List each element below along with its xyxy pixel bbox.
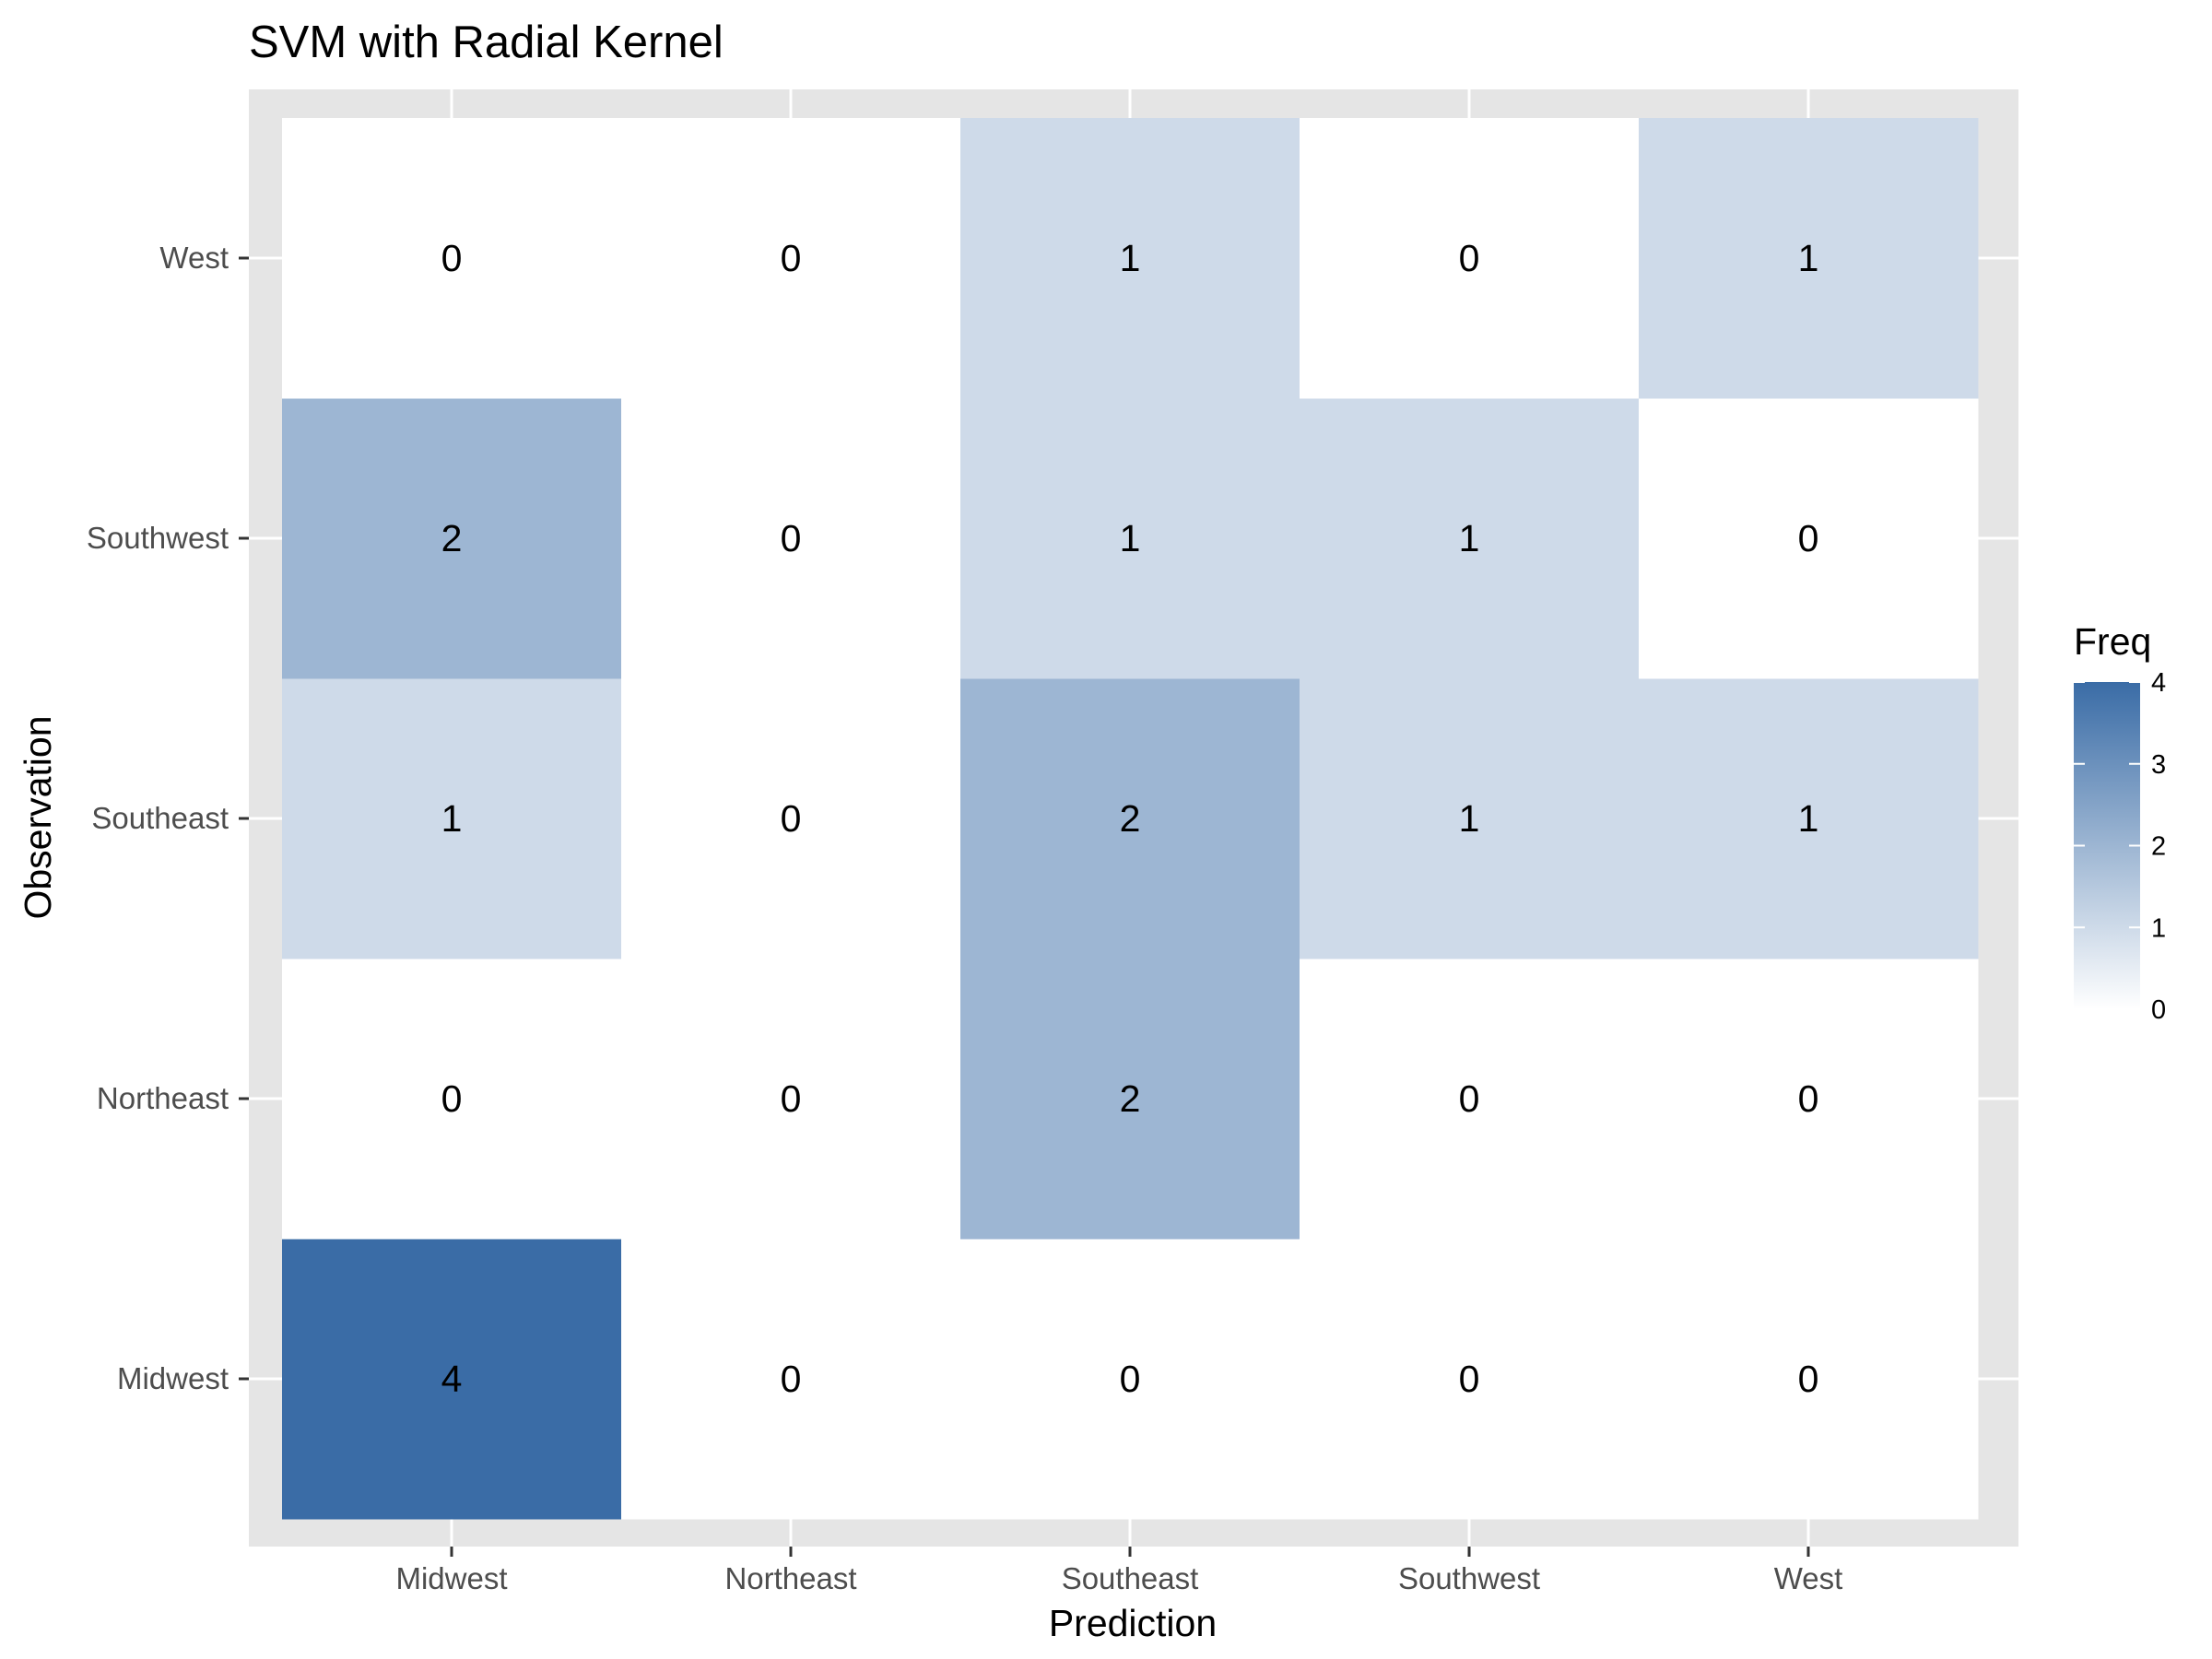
cell-value-label: 4: [441, 1358, 463, 1400]
cell-value-label: 0: [781, 1077, 802, 1120]
cell-value-label: 1: [1798, 237, 1819, 279]
cell-value-label: 1: [1459, 517, 1480, 559]
heatmap-cell: [1639, 1239, 1979, 1520]
y-tick-label: Southwest: [87, 521, 229, 555]
heatmap-cell: [1300, 959, 1640, 1240]
heatmap-cell: [282, 959, 622, 1240]
chart-title: SVM with Radial Kernel: [249, 18, 724, 67]
cell-value-label: 0: [1798, 1358, 1819, 1400]
heatmap-cell: [621, 398, 961, 679]
y-axis: Midwest Northeast Southeast Southwest West: [87, 241, 249, 1395]
heatmap-cell: [282, 1239, 622, 1520]
heatmap-cell: [282, 398, 622, 679]
y-axis-title: Observation: [17, 715, 59, 919]
y-tick-label: Midwest: [117, 1361, 229, 1395]
y-tick-label: Southeast: [91, 801, 229, 835]
legend-tick-label: 3: [2151, 750, 2166, 780]
legend: Freq 0 1 2 3 4: [2074, 620, 2166, 1025]
x-axis-title: Prediction: [1049, 1602, 1217, 1644]
legend-ticks: 0 1 2 3 4: [2074, 668, 2166, 1025]
heatmap-cell: [1300, 1239, 1640, 1520]
cell-value-label: 0: [781, 517, 802, 559]
heatmap-cell: [960, 1239, 1300, 1520]
cell-value-label: 0: [441, 1077, 463, 1120]
cell-value-label: 1: [1459, 797, 1480, 840]
y-tick-label: Northeast: [97, 1081, 229, 1115]
heatmap-cell: [621, 959, 961, 1240]
legend-title: Freq: [2074, 620, 2151, 663]
heatmap-cell: [1639, 398, 1979, 679]
x-axis: Midwest Northeast Southeast Southwest West: [395, 1547, 1842, 1595]
heatmap-cell: [960, 118, 1300, 399]
heatmap-cell: [960, 398, 1300, 679]
cell-value-label: 0: [441, 237, 463, 279]
cell-value-label: 1: [1798, 797, 1819, 840]
cell-value-label: 1: [1120, 517, 1141, 559]
heatmap-cell: [1300, 118, 1640, 399]
cell-value-label: 1: [1120, 237, 1141, 279]
x-tick-label: Southeast: [1062, 1561, 1199, 1595]
cell-value-label: 0: [1459, 1358, 1480, 1400]
x-tick-label: Midwest: [395, 1561, 507, 1595]
heatmap-cell: [1300, 678, 1640, 959]
cell-value-label: 2: [1120, 797, 1141, 840]
x-tick-label: West: [1774, 1561, 1843, 1595]
heatmap-cell: [621, 118, 961, 399]
legend-tick-label: 4: [2151, 668, 2166, 698]
x-tick-label: Southwest: [1398, 1561, 1540, 1595]
legend-tick-label: 2: [2151, 832, 2166, 862]
heatmap-cell: [282, 118, 622, 399]
heatmap-cell: [621, 678, 961, 959]
cell-value-label: 0: [1798, 1077, 1819, 1120]
cell-value-label: 1: [441, 797, 463, 840]
heatmap-cell: [1639, 959, 1979, 1240]
heatmap-cell: [1639, 118, 1979, 399]
cell-value-label: 0: [781, 237, 802, 279]
cell-value-label: 0: [1120, 1358, 1141, 1400]
heatmap-cell: [282, 678, 622, 959]
cell-value-label: 0: [1798, 517, 1819, 559]
x-tick-label: Northeast: [724, 1561, 856, 1595]
heatmap-cell: [960, 678, 1300, 959]
cell-value-label: 0: [1459, 1077, 1480, 1120]
heatmap-cell: [1300, 398, 1640, 679]
legend-tick-label: 1: [2151, 913, 2166, 943]
cell-value-label: 2: [441, 517, 463, 559]
heatmap-cell: [960, 959, 1300, 1240]
heatmap-cell: [1639, 678, 1979, 959]
legend-tick-label: 0: [2151, 995, 2166, 1025]
heatmap-cells: [282, 118, 1979, 1520]
cell-value-label: 0: [781, 797, 802, 840]
cell-value-label: 0: [781, 1358, 802, 1400]
cell-value-label: 2: [1120, 1077, 1141, 1120]
heatmap-cell: [621, 1239, 961, 1520]
y-tick-label: West: [159, 241, 229, 275]
cell-value-labels: 4 0 0 0 0 0 0 2 0 0 1 0 2 1 1 2 0 1 1 0 0 0 1 0 1: [441, 237, 1819, 1400]
cell-value-label: 0: [1459, 237, 1480, 279]
